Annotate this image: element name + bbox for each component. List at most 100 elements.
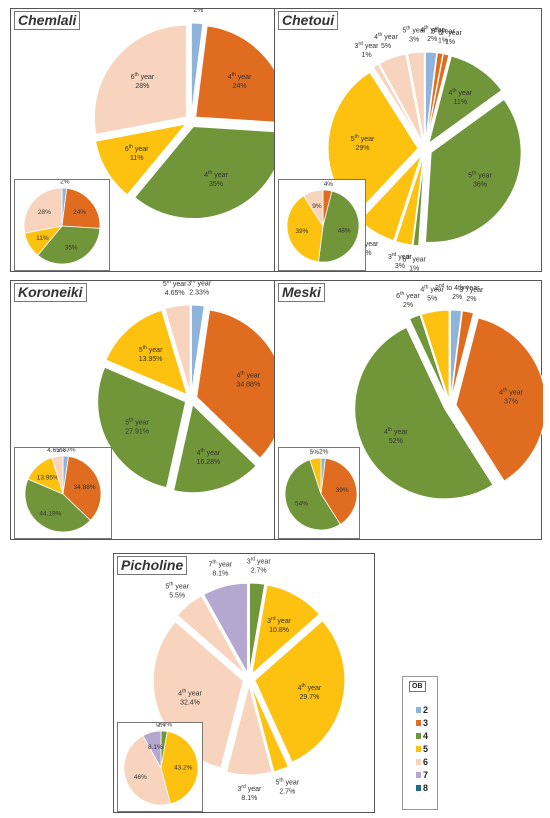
pie-slice	[202, 582, 248, 676]
slice-label: 3rd year	[247, 556, 272, 565]
slice-label: 4th year	[384, 427, 408, 436]
pie-slice	[254, 620, 346, 763]
inset-slice	[318, 190, 360, 263]
slice-label: 6th year	[396, 291, 420, 300]
inset-label: 11%	[36, 235, 49, 242]
chart-panel-meski: Meski 2nd to 4th year 2% 3rd year 2% 4th yea…	[274, 280, 543, 540]
pie-slice	[172, 403, 257, 494]
pie-slice	[93, 24, 187, 135]
chart-title: Chemlali	[14, 11, 81, 30]
slice-value: 1%	[361, 52, 371, 59]
legend-label: 5	[423, 744, 429, 754]
slice-label: 6th year	[131, 72, 155, 81]
pie-slice	[249, 582, 266, 674]
pie-slice	[378, 53, 424, 143]
slice-label: 7th year	[208, 560, 232, 569]
inset-slice	[37, 225, 101, 265]
chart-panel-koroneiki: Koroneiki 3rd year 2.33% 4th year 34.88% 4th…	[10, 280, 276, 540]
inset-pie-meski: 2% 39% 54% 5%	[278, 447, 360, 539]
slice-value: 34.88%	[236, 382, 260, 389]
pie-slice	[105, 309, 188, 396]
slice-value: 27.91%	[125, 429, 149, 436]
inset-slice	[303, 189, 324, 228]
slice-value: 1%	[438, 37, 448, 44]
slice-label: 5th year	[275, 777, 299, 786]
inset-slice	[284, 459, 341, 531]
inset-pie-svg: 2% 24% 35% 11% 28%	[23, 180, 101, 265]
inset-label: 2.7%	[157, 723, 172, 729]
inset-label: 9%	[312, 203, 322, 210]
slice-value: 28%	[135, 83, 149, 90]
slice-value: 8.1%	[212, 571, 228, 578]
slice-value: 52%	[389, 438, 403, 445]
slice-label: 4th year	[499, 387, 523, 396]
slice-value: 16.28%	[197, 459, 221, 466]
legend-label: 4	[423, 731, 429, 741]
pie-slice	[226, 683, 273, 776]
slice-value: 5.5%	[169, 593, 185, 600]
pie-slice	[251, 584, 321, 676]
inset-label: 0%	[156, 723, 166, 729]
slice-value: 37%	[504, 398, 518, 405]
slice-value: 2%	[466, 296, 476, 303]
pie-slice	[190, 22, 204, 116]
slice-label: 4th year	[236, 371, 260, 380]
inset-label: 39%	[336, 487, 349, 494]
pie-slice	[424, 98, 522, 243]
pie-chart-koroneiki: 3rd year 2.33% 4th year 34.88% 4th year 16.28…	[97, 281, 276, 494]
pie-slice	[94, 123, 188, 196]
slice-label: 3rd year	[267, 616, 292, 625]
slice-label: 6th year	[438, 28, 462, 37]
legend-swatch	[416, 772, 421, 778]
inset-pie-koroneiki: 2.33% 34.88% 44.19% 13.95% 4.65%	[14, 447, 112, 539]
inset-pie-picholine: 0% 2.7% 43.2% 46% 8.1%	[117, 722, 203, 812]
inset-label: 4.65%	[47, 448, 66, 454]
pie-slice	[424, 51, 438, 143]
inset-label: 44.19%	[39, 511, 61, 518]
inset-slice	[160, 731, 199, 805]
slice-value: 10.8%	[269, 627, 289, 634]
inset-pie-chetoui: 4% 48% 39% 9%	[278, 179, 366, 271]
slice-label: 5th year	[431, 26, 455, 35]
chart-panel-picholine: Picholine 3rd year 2.7% 3rd year 10.8% 4th y…	[113, 553, 375, 813]
legend-swatch	[416, 746, 421, 752]
chart-panel-chetoui: Chetoui 4th year 2% 5th year 1% 6th year 1% 4t…	[274, 8, 542, 273]
slice-label: 5th year	[163, 281, 187, 288]
slice-value: 1%	[409, 266, 419, 273]
inset-label: 46%	[134, 774, 147, 781]
legend-label: 6	[423, 757, 429, 767]
slice-value: 3%	[395, 263, 405, 270]
legend-swatch	[416, 785, 421, 791]
legend-label: 3	[423, 718, 429, 728]
legend-label: 7	[423, 770, 429, 780]
inset-label: 5%	[310, 449, 320, 456]
legend-label: 8	[423, 783, 429, 793]
legend-swatch	[416, 759, 421, 765]
slice-label: 4th year	[374, 32, 398, 41]
slice-label: 6th year	[125, 144, 149, 153]
slice-value: 36%	[473, 181, 487, 188]
slice-label: 5th year	[125, 418, 149, 427]
chart-title: Meski	[278, 283, 325, 302]
pie-slice	[395, 155, 424, 246]
slice-label: 4th year	[178, 688, 202, 697]
chart-title: Chetoui	[278, 11, 339, 30]
inset-slice	[61, 187, 101, 229]
inset-label: 43.2%	[174, 765, 193, 772]
slice-value: 29.7%	[299, 694, 319, 701]
slice-label: 5th year	[351, 134, 375, 143]
chart-title: Koroneiki	[14, 283, 87, 302]
slice-label: 4th year	[420, 284, 444, 293]
legend-label: 2	[423, 705, 429, 715]
slice-label: 4th year	[197, 448, 221, 457]
slice-value: 8.1%	[241, 795, 257, 802]
inset-label: 8.1%	[148, 744, 163, 751]
inset-label: 35%	[65, 244, 78, 251]
slice-value: 2.33%	[189, 289, 209, 296]
legend-swatch	[416, 733, 421, 739]
pie-slice	[426, 53, 450, 143]
inset-slice	[23, 187, 63, 234]
